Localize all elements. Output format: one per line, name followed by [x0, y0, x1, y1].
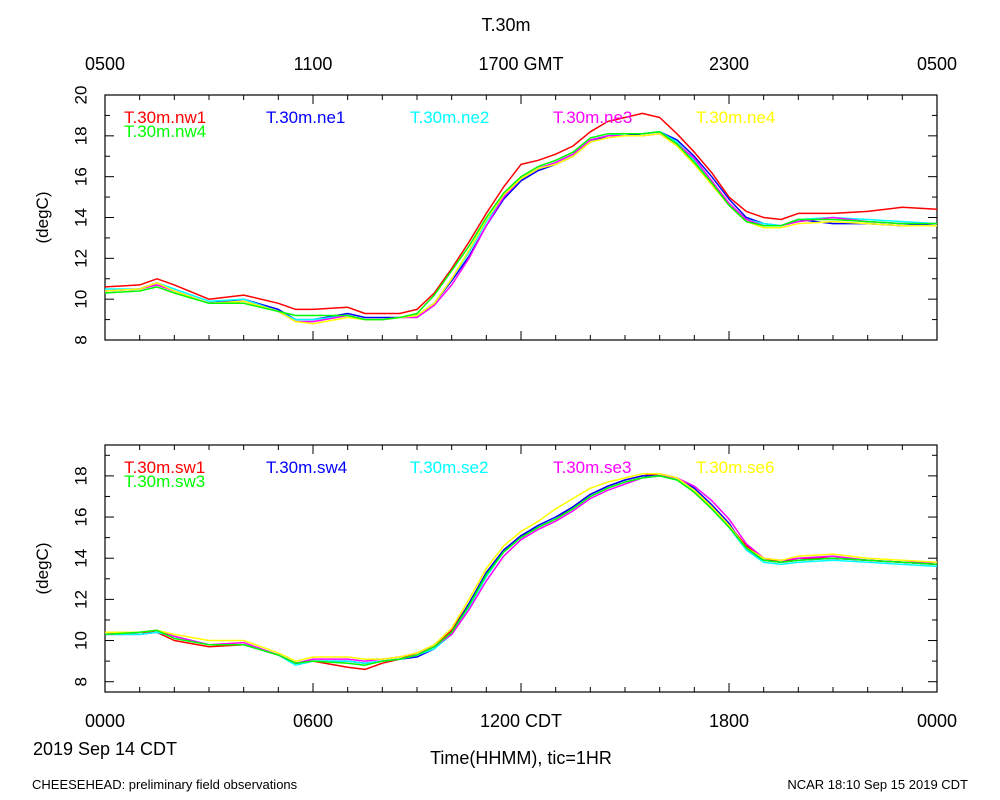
bottom-axis-tick-label: 0000	[917, 711, 957, 731]
bottom-y-tick-label: 12	[72, 590, 91, 609]
top-legend-entry-T.30m.nw1: T.30m.nw1	[124, 108, 206, 127]
top-y-tick-label: 18	[72, 126, 91, 145]
top-y-tick-label: 8	[72, 335, 91, 344]
figure-title: T.30m	[481, 15, 530, 35]
top-legend-entry-T.30m.ne3: T.30m.ne3	[553, 108, 632, 127]
bottom-series-line-T.30m.sw3	[104, 475, 938, 666]
bottom-y-tick-label: 18	[72, 466, 91, 485]
bottom-axis-tick-label: 1800	[709, 711, 749, 731]
bottom-legend-entry-T.30m.se3: T.30m.se3	[553, 458, 631, 477]
top-axis-tick-label: 2300	[709, 54, 749, 74]
bottom-y-axis-label: (degC)	[33, 543, 52, 595]
bottom-axis-tick-label: 0600	[293, 711, 333, 731]
bottom-y-tick-label: 16	[72, 508, 91, 527]
top-y-tick-label: 12	[72, 249, 91, 268]
bottom-series-line-T.30m.se2	[105, 475, 938, 666]
top-axis-tick-label: 1700 GMT	[478, 54, 563, 74]
bottom-legend-entry-T.30m.sw3: T.30m.sw3	[124, 472, 205, 491]
bottom-plot-frame	[104, 444, 938, 693]
bottom-series-line-T.30m.se3	[104, 475, 937, 664]
bottom-y-tick-label: 8	[72, 677, 91, 686]
footer-left: CHEESEHEAD: preliminary field observatio…	[32, 777, 298, 792]
bottom-y-tick-label: 14	[72, 549, 91, 568]
top-series-line-T.30m.nw4	[104, 131, 937, 321]
bottom-legend-entry-T.30m.sw1: T.30m.sw1	[124, 458, 205, 477]
bottom-axis-tick-label: 0000	[85, 711, 125, 731]
bottom-axis-tick-labels: 0000 0600 1200 CDT 1800 0000	[85, 711, 957, 731]
top-series-line-T.30m.nw1	[104, 112, 938, 315]
top-series-line-T.30m.ne1	[104, 131, 938, 321]
bottom-y-tick-label: 10	[72, 631, 91, 650]
bottom-legend-entry-T.30m.se2: T.30m.se2	[410, 458, 488, 477]
top-y-tick-label: 14	[72, 208, 91, 227]
top-legend-entry-T.30m.ne1: T.30m.ne1	[266, 108, 345, 127]
date-label: 2019 Sep 14 CDT	[33, 739, 177, 759]
top-y-tick-label: 20	[72, 86, 91, 105]
top-axis-tick-label: 0500	[85, 54, 125, 74]
top-y-tick-label: 16	[72, 167, 91, 186]
top-y-axis-label: (degC)	[33, 192, 52, 244]
footer-right: NCAR 18:10 Sep 15 2019 CDT	[787, 777, 968, 792]
top-legend-entry-T.30m.nw4: T.30m.nw4	[124, 122, 206, 141]
top-series-line-T.30m.ne4	[104, 133, 937, 325]
bottom-axis-tick-label: 1200 CDT	[480, 711, 562, 731]
top-axis-tick-labels: 0500 1100 1700 GMT 2300 0500	[85, 54, 957, 74]
top-series-line-T.30m.ne3	[104, 133, 937, 323]
top-axis-tick-label: 0500	[917, 54, 957, 74]
top-series-line-T.30m.ne2	[105, 131, 938, 321]
top-axis-tick-label: 1100	[294, 54, 333, 74]
x-axis-label: Time(HHMM), tic=1HR	[430, 748, 612, 768]
top-legend-entry-T.30m.ne2: T.30m.ne2	[410, 108, 489, 127]
top-y-tick-label: 10	[72, 290, 91, 309]
bottom-series-line-T.30m.sw4	[105, 475, 938, 664]
bottom-legend-entry-T.30m.se6: T.30m.se6	[696, 458, 774, 477]
bottom-legend-entry-T.30m.sw4: T.30m.sw4	[266, 458, 347, 477]
top-panel: 8 10 12 14 16 18 20 (degC) T.30m.nw1 T.30m.ne1 T.3…	[33, 86, 938, 345]
bottom-series-line-T.30m.se6	[105, 473, 938, 662]
top-legend-entry-T.30m.ne4: T.30m.ne4	[696, 108, 775, 127]
bottom-panel: 8 10 12 14 16 18 (degC) T.30m.sw1 T.30m.sw4 T.30m…	[33, 444, 938, 693]
